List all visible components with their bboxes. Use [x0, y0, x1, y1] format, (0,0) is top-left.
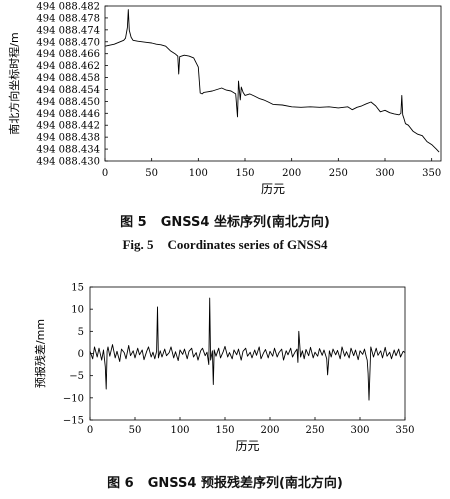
y-tick-label: 494 088.466: [36, 49, 100, 60]
y-tick-label: 494 088.458: [36, 73, 100, 84]
y-tick-label: 494 088.438: [36, 133, 100, 144]
x-tick-label: 150: [235, 168, 254, 179]
residual-series-chart: 0 50 100 150 200 250 300 350151050−5−10−15历元预报残…: [33, 283, 415, 454]
x-tick-label: 350: [395, 425, 414, 436]
x-tick-label: 0: [87, 425, 93, 436]
series-line: [89, 297, 406, 401]
x-axis-label: 历元: [261, 182, 285, 196]
figure5-number-zh: 图 5: [120, 215, 147, 230]
figure6-caption-zh: 图 6 GNSS4 预报残差序列(南北方向): [0, 472, 450, 491]
y-tick-label: −10: [63, 393, 84, 404]
y-tick-label: 494 088.454: [36, 85, 100, 96]
figure5-caption-zh: 图 5 GNSS4 坐标序列(南北方向): [0, 211, 450, 230]
x-tick-label: 0: [102, 168, 108, 179]
y-tick-label: 494 088.450: [36, 97, 100, 108]
y-tick-label: 494 088.478: [36, 13, 100, 24]
y-tick-label: −5: [69, 371, 84, 382]
y-tick-label: 10: [71, 305, 84, 316]
figure5-title-zh: GNSS4 坐标序列(南北方向): [160, 215, 330, 230]
x-tick-label: 100: [170, 425, 189, 436]
y-tick-label: 5: [78, 327, 84, 338]
y-tick-label: 494 088.470: [36, 37, 100, 48]
x-tick-label: 200: [260, 425, 279, 436]
y-tick-label: −15: [63, 416, 84, 427]
y-tick-label: 494 088.482: [36, 2, 100, 13]
x-tick-label: 150: [215, 425, 234, 436]
figure5-number-en: Fig. 5: [122, 237, 154, 252]
figure5-title-en: Coordinates series of GNSS4: [167, 237, 328, 252]
x-tick-label: 100: [189, 168, 208, 179]
y-tick-label: 0: [78, 349, 84, 360]
y-tick-label: 494 088.462: [36, 61, 100, 72]
series-line: [104, 9, 440, 153]
x-axis-label: 历元: [235, 439, 259, 453]
y-tick-label: 15: [71, 283, 84, 294]
x-tick-label: 50: [145, 168, 158, 179]
figure6-title-zh: GNSS4 预报残差序列(南北方向): [147, 476, 343, 491]
x-tick-label: 250: [329, 168, 348, 179]
x-tick-label: 300: [375, 168, 394, 179]
x-tick-label: 350: [422, 168, 441, 179]
y-tick-label: 494 088.442: [36, 121, 100, 132]
plot-frame: [89, 286, 406, 421]
x-tick-label: 200: [282, 168, 301, 179]
y-tick-label: 494 088.474: [36, 25, 100, 36]
y-axis-label: 预报残差/mm: [33, 319, 47, 388]
figure6-number-zh: 图 6: [107, 476, 134, 491]
x-tick-label: 250: [305, 425, 324, 436]
y-tick-label: 494 088.446: [36, 109, 100, 120]
y-axis-label: 南北方向坐标时程/m: [7, 32, 21, 134]
y-tick-label: 494 088.430: [36, 157, 100, 168]
y-tick-label: 494 088.434: [36, 145, 100, 156]
plot-frame: [104, 5, 442, 162]
x-tick-label: 50: [129, 425, 142, 436]
x-tick-label: 300: [350, 425, 369, 436]
figure5-caption-en: Fig. 5 Coordinates series of GNSS4: [0, 237, 450, 253]
